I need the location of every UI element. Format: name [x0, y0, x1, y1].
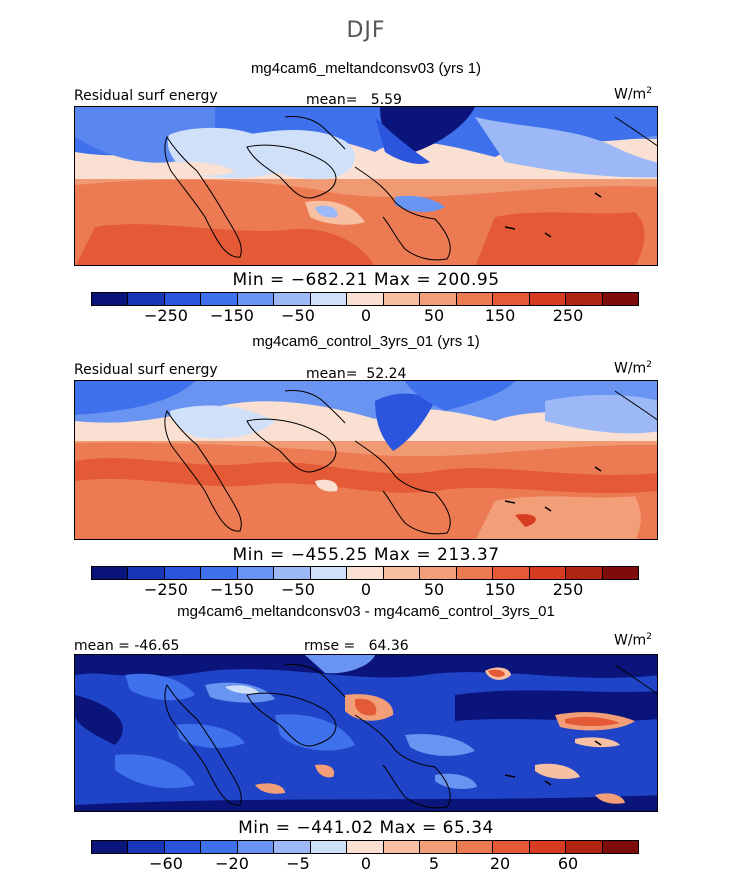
colorbar-swatch — [92, 567, 129, 579]
colorbar-tick-label: 0 — [360, 854, 372, 873]
colorbar-swatch — [456, 293, 494, 305]
panel1-map — [74, 106, 658, 266]
panel2-mean-value: 52.24 — [366, 366, 407, 382]
panel3-units: W/m2 — [614, 632, 652, 649]
panel2-units: W/m2 — [614, 360, 652, 377]
colorbar-swatch — [566, 567, 603, 579]
panel2-map-field — [75, 381, 657, 539]
colorbar-tick-label: 50 — [423, 306, 445, 325]
panel3-colorbar — [91, 840, 639, 854]
panel1-variable-label: Residual surf energy — [74, 88, 218, 104]
colorbar-swatch — [201, 567, 238, 579]
colorbar-tick-label: 150 — [484, 306, 516, 325]
panel3-rmse-value: 64.36 — [368, 638, 409, 654]
colorbar-tick-label: −250 — [144, 306, 188, 325]
colorbar-swatch — [529, 841, 567, 853]
panel3-map-field — [75, 655, 657, 811]
colorbar-swatch — [237, 841, 275, 853]
panel3-rmse-label: rmse = 64.36 — [304, 638, 409, 654]
panel2-mean-label: mean= 52.24 — [306, 366, 407, 382]
colorbar-tick-label: −50 — [281, 306, 315, 325]
colorbar-swatch — [602, 293, 639, 305]
panel3-mean-label: mean = -46.65 — [74, 638, 180, 654]
colorbar-swatch — [274, 841, 311, 853]
colorbar-swatch — [493, 293, 530, 305]
panel3-minmax: Min = −441.02 Max = 65.34 — [238, 818, 494, 838]
colorbar-swatch — [347, 567, 384, 579]
colorbar-tick-label: 250 — [552, 580, 584, 599]
panel3-map — [74, 654, 658, 812]
colorbar-swatch — [310, 567, 348, 579]
colorbar-swatch — [237, 293, 275, 305]
colorbar-tick-label: 5 — [428, 854, 440, 873]
colorbar-swatch — [128, 841, 165, 853]
colorbar-swatch — [274, 567, 311, 579]
colorbar-swatch — [164, 293, 202, 305]
colorbar-swatch — [420, 293, 457, 305]
colorbar-swatch — [420, 841, 457, 853]
colorbar-swatch — [164, 841, 202, 853]
colorbar-swatch — [128, 293, 165, 305]
colorbar-tick-label: 250 — [552, 306, 584, 325]
colorbar-swatch — [201, 293, 238, 305]
colorbar-swatch — [128, 567, 165, 579]
panel2-variable-label: Residual surf energy — [74, 362, 218, 378]
colorbar-swatch — [529, 567, 567, 579]
colorbar-swatch — [456, 567, 494, 579]
colorbar-swatch — [274, 293, 311, 305]
colorbar-tick-label: −60 — [149, 854, 183, 873]
colorbar-swatch — [164, 567, 202, 579]
panel1-colorbar — [91, 292, 639, 306]
colorbar-swatch — [310, 293, 348, 305]
panel2-colorbar — [91, 566, 639, 580]
panel3-title: mg4cam6_meltandconsv03 - mg4cam6_control… — [177, 603, 555, 620]
colorbar-swatch — [420, 567, 457, 579]
colorbar-tick-label: 0 — [360, 580, 372, 599]
colorbar-swatch — [493, 841, 530, 853]
panel2-map — [74, 380, 658, 540]
colorbar-swatch — [602, 567, 639, 579]
panel1-mean-label: mean= 5.59 — [306, 92, 402, 108]
colorbar-tick-label: −20 — [215, 854, 249, 873]
colorbar-swatch — [529, 293, 567, 305]
colorbar-tick-label: −150 — [210, 580, 254, 599]
colorbar-swatch — [602, 841, 639, 853]
colorbar-tick-label: 150 — [484, 580, 516, 599]
colorbar-swatch — [566, 841, 603, 853]
colorbar-tick-label: 0 — [360, 306, 372, 325]
panel1-units: W/m2 — [614, 86, 652, 103]
colorbar-tick-label: −250 — [144, 580, 188, 599]
colorbar-swatch — [310, 841, 348, 853]
panel2-title: mg4cam6_control_3yrs_01 (yrs 1) — [252, 333, 480, 350]
colorbar-tick-label: −50 — [281, 580, 315, 599]
colorbar-tick-label: 60 — [557, 854, 579, 873]
panel1-minmax: Min = −682.21 Max = 200.95 — [232, 270, 500, 290]
colorbar-swatch — [456, 841, 494, 853]
colorbar-swatch — [383, 841, 421, 853]
colorbar-swatch — [347, 293, 384, 305]
panel2-minmax: Min = −455.25 Max = 213.37 — [232, 545, 500, 565]
panel1-title: mg4cam6_meltandconsv03 (yrs 1) — [250, 60, 482, 77]
panel1-map-field — [75, 107, 657, 265]
colorbar-swatch — [237, 567, 275, 579]
panel1-mean-value: 5.59 — [370, 92, 402, 108]
colorbar-swatch — [383, 567, 421, 579]
colorbar-swatch — [201, 841, 238, 853]
colorbar-tick-label: −150 — [210, 306, 254, 325]
colorbar-tick-label: 20 — [489, 854, 511, 873]
colorbar-swatch — [383, 293, 421, 305]
colorbar-swatch — [347, 841, 384, 853]
colorbar-swatch — [92, 293, 129, 305]
colorbar-tick-label: 50 — [423, 580, 445, 599]
figure-title: DJF — [346, 18, 386, 43]
colorbar-tick-label: −5 — [286, 854, 310, 873]
colorbar-swatch — [493, 567, 530, 579]
colorbar-swatch — [92, 841, 129, 853]
colorbar-swatch — [566, 293, 603, 305]
